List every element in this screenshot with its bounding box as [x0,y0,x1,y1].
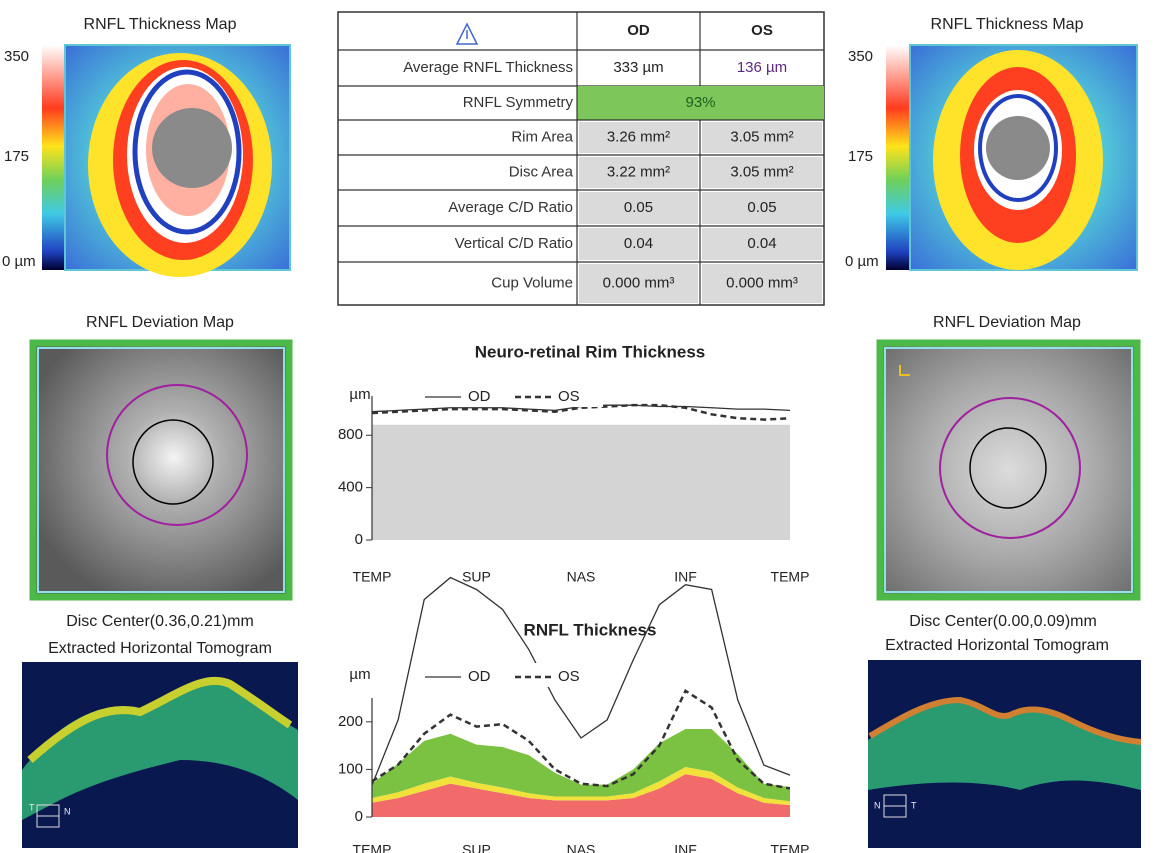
cell-bg [702,192,822,224]
chart-title: Neuro-retinal Rim Thickness [475,342,706,361]
cell: 136 µm [737,59,787,76]
cell-bg [579,264,698,303]
tomogram [22,662,298,848]
tomogram-title: Extracted Horizontal Tomogram [885,637,1109,654]
y-unit: µm [349,386,370,403]
y-tick-label: 0 [355,531,363,548]
map-title: RNFL Thickness Map [931,16,1084,33]
row-label: RNFL Symmetry [463,94,574,111]
y-tick-label: 200 [338,713,363,730]
cell: 3.05 mm² [730,128,793,145]
scale-label: 0 µm [845,253,879,270]
tomogram [868,660,1142,848]
cell: 0.000 mm³ [726,274,798,291]
cell: 0.05 [624,199,653,216]
warning-icon [455,22,479,45]
series-line [371,689,791,790]
cell-bg [579,228,698,260]
band [372,424,790,540]
scale-label: 0 µm [2,253,36,270]
row-label: Rim Area [511,128,573,145]
orientation-label: T [911,800,917,810]
row-label: Average C/D Ratio [448,199,573,216]
color-bar [886,45,910,270]
disc-center: Disc Center(0.00,0.09)mm [909,613,1097,630]
deviation-map [876,339,1141,601]
column-header: OD [627,22,650,39]
band [372,767,790,806]
thickness-map [909,44,1138,271]
legend-bg [418,663,603,687]
cell: 3.22 mm² [607,163,670,180]
orientation-label: N [64,806,71,816]
y-tick-label: 0 [355,808,363,825]
y-tick-label: 100 [338,760,363,777]
x-tick-label: INF [674,569,697,585]
cell: 0.04 [747,235,776,252]
deviation-map [29,339,293,601]
column-header: OS [751,22,773,39]
map-title: RNFL Deviation Map [933,314,1081,331]
tomogram-title: Extracted Horizontal Tomogram [48,640,272,657]
y-tick-label: 400 [338,479,363,496]
cell: 0.000 mm³ [603,274,675,291]
map-title: RNFL Thickness Map [84,16,237,33]
chart-title: RNFL Thickness [524,620,657,639]
x-tick-label: INF [674,842,697,853]
cell: 3.26 mm² [607,128,670,145]
cell: 333 µm [613,59,663,76]
legend-bg [418,383,603,407]
row-label: Vertical C/D Ratio [455,235,573,252]
orientation-label: T [29,802,35,812]
band [372,774,790,817]
y-tick-label: 800 [338,426,363,443]
cell-bg [702,157,822,188]
x-tick-label: TEMP [771,842,810,853]
cell: 93% [685,94,715,111]
symmetry-cell [577,86,824,120]
series-line [371,403,791,421]
cell: 3.05 mm² [730,163,793,180]
cell-bg [702,122,822,153]
x-tick-label: TEMP [353,569,392,585]
color-bar [42,45,65,270]
row-label: Cup Volume [491,274,573,291]
scale-label: 350 [4,48,29,65]
legend-label: OD [468,388,491,405]
x-tick-label: TEMP [353,842,392,853]
scale-label: 175 [4,148,29,165]
map-title: RNFL Deviation Map [86,314,234,331]
thickness-map [64,44,291,277]
band [372,728,790,802]
x-tick-label: SUP [462,569,491,585]
x-tick-label: NAS [567,842,596,853]
legend-label: OS [558,388,580,405]
cell-bg [702,264,822,303]
cell: 0.05 [747,199,776,216]
y-unit: µm [349,666,370,683]
cell-bg [579,192,698,224]
summary-table: OD OS 333 µm 136 µm Average RNFL Thickness 93… [337,11,825,306]
row-label: Average RNFL Thickness [403,59,573,76]
scale-label: 350 [848,48,873,65]
x-tick-label: SUP [462,842,491,853]
series-line [371,576,791,786]
row-label: Disc Area [509,163,574,180]
x-tick-label: NAS [567,569,596,585]
orientation-label: N [874,800,881,810]
scale-label: 175 [848,148,873,165]
cell: 0.04 [624,235,653,252]
x-tick-label: TEMP [771,569,810,585]
legend-label: OD [468,668,491,685]
cell-bg [579,157,698,188]
legend-label: OS [558,668,580,685]
cell-bg [702,228,822,260]
disc-center: Disc Center(0.36,0.21)mm [66,613,254,630]
cell-bg [579,122,698,153]
